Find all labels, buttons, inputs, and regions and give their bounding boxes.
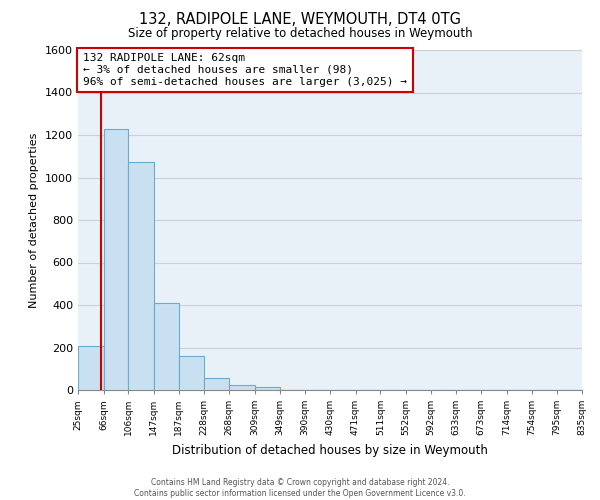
X-axis label: Distribution of detached houses by size in Weymouth: Distribution of detached houses by size … [172,444,488,456]
Text: 132 RADIPOLE LANE: 62sqm
← 3% of detached houses are smaller (98)
96% of semi-de: 132 RADIPOLE LANE: 62sqm ← 3% of detache… [83,54,407,86]
Text: Size of property relative to detached houses in Weymouth: Size of property relative to detached ho… [128,28,472,40]
Bar [205,378,229,390]
Text: Contains HM Land Registry data © Crown copyright and database right 2024.
Contai: Contains HM Land Registry data © Crown c… [134,478,466,498]
Text: 132, RADIPOLE LANE, WEYMOUTH, DT4 0TG: 132, RADIPOLE LANE, WEYMOUTH, DT4 0TG [139,12,461,28]
Bar [128,162,154,390]
Bar [179,356,205,390]
Bar [255,387,280,390]
Bar [229,384,255,390]
Y-axis label: Number of detached properties: Number of detached properties [29,132,40,308]
Bar [78,346,104,390]
Bar [104,128,128,390]
Bar [154,303,179,390]
